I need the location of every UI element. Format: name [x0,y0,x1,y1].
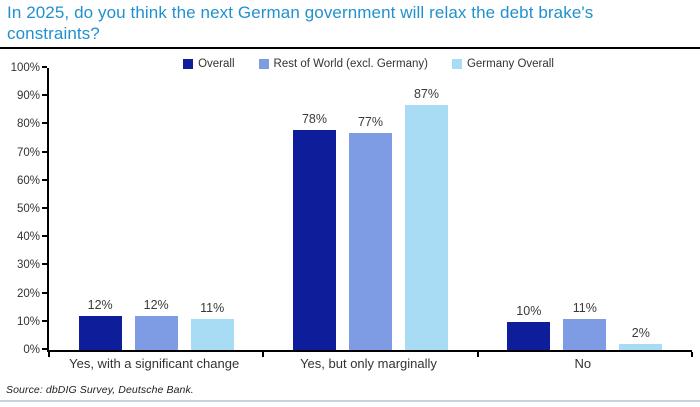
y-axis-tick-label: 60% [16,174,40,187]
bar-group: 10% 11% 2% [478,68,692,350]
x-axis-category-label: Yes, with a significant change [69,356,240,371]
y-axis-tick-label: 80% [16,118,40,131]
y-axis-tick [42,291,47,294]
y-axis-tick [42,319,47,322]
legend-swatch-icon [183,59,194,69]
x-axis-category-labels: Yes, with a significant change Yes, but o… [47,356,690,371]
bar: 11% [563,301,607,350]
bar-value-label: 12% [87,298,113,313]
bar-value-label: 11% [572,300,597,315]
legend-item: Overall [183,58,235,70]
x-axis-tick [262,352,265,357]
y-axis-tick [42,348,47,350]
bar-group: 78% 77% 87% [263,68,477,350]
legend-label: Rest of World (excl. Germany) [273,58,428,70]
y-axis-tick-label: 30% [16,259,40,272]
legend-swatch-icon [258,59,269,69]
bar-value-label: 78% [301,112,327,127]
y-axis-tick-label: 10% [16,315,40,328]
y-axis-tick-label: 90% [16,90,40,103]
x-axis-category-label: Yes, but only marginally [300,356,437,371]
source-note: Source: dbDIG Survey, Deutsche Bank. [6,384,194,396]
y-axis-tick-label: 0% [23,344,40,356]
legend-item: Rest of World (excl. Germany) [258,58,428,70]
bar-value-label: 87% [413,86,439,101]
y-axis-tick [42,235,47,238]
bar: 10% [507,304,551,350]
bar-value-label: 12% [143,298,169,313]
chart-title: In 2025, do you think the next German go… [7,3,594,43]
bar-group: 12% 12% 11% [49,68,263,350]
legend-swatch-icon [451,59,462,69]
bar: 2% [619,326,663,350]
y-axis-labels: 0% 10% 20% 30% 40% 50% 60% 70% 80% 90% 100% [0,62,40,356]
bar-value-label: 10% [516,303,542,318]
y-axis-tick-label: 50% [16,203,40,215]
bottom-divider [0,400,700,402]
bar: 87% [404,87,448,350]
y-axis-tick [42,178,47,181]
y-axis-tick-label: 70% [16,146,40,159]
plot-area: 12% 12% 11% 78% 77% 87% 10% 11% 2% [42,66,693,357]
bar-value-label: 77% [357,114,383,129]
bars: 12% 12% 11% 78% 77% 87% 10% 11% 2% [49,68,692,350]
bar: 12% [78,298,122,350]
x-axis-tick [476,352,479,357]
y-axis-tick [42,150,47,153]
bar: 77% [348,115,392,350]
legend-item: Germany Overall [451,58,554,70]
y-axis-tick-label: 40% [16,231,40,244]
y-axis-tick [42,207,47,209]
legend: Overall Rest of World (excl. Germany) Germ… [47,57,690,71]
bar: 12% [134,298,178,350]
bar: 78% [292,112,336,350]
bar-value-label: 11% [200,300,225,315]
title-divider [0,47,700,49]
legend-label: Germany Overall [466,58,554,70]
x-axis-category-label: No [574,356,592,371]
y-axis-tick-label: 100% [10,62,40,74]
y-axis-tick-label: 20% [16,287,40,300]
y-axis-tick [42,94,47,97]
bar: 11% [190,301,234,350]
bar-value-label: 2% [631,326,650,341]
y-axis-tick [42,122,47,125]
y-axis-tick [42,66,47,68]
x-axis-tick [691,352,693,357]
x-axis-tick [48,352,50,357]
legend-label: Overall [198,58,235,70]
y-axis-tick [42,263,47,266]
